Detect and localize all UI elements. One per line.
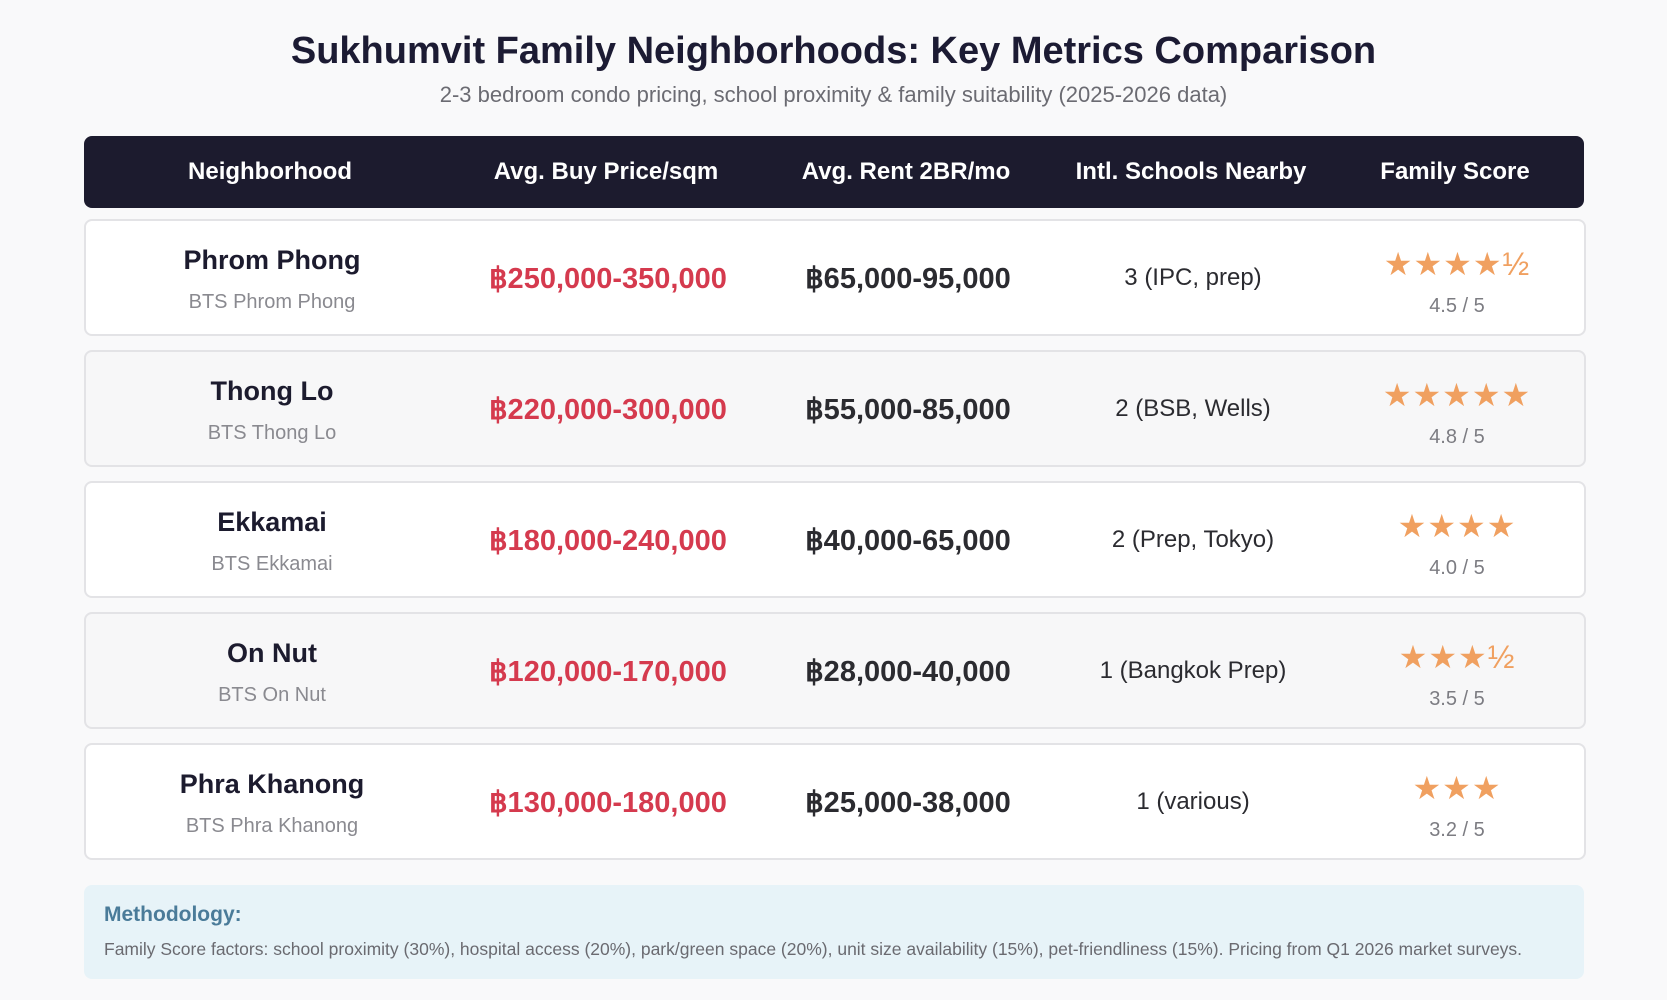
family-score: 4.0 / 5	[1429, 557, 1485, 579]
buy-price: ฿250,000-350,000	[489, 263, 727, 295]
buy-price: ฿220,000-300,000	[489, 394, 727, 426]
neighborhood-station: BTS Phra Khanong	[185, 815, 359, 837]
table-row: Phrom Phong BTS Phrom Phong ฿250,000-350,0…	[84, 219, 1586, 336]
rent-price: ฿40,000-65,000	[805, 525, 1011, 557]
star-rating-icon: ★★★★	[1397, 508, 1517, 544]
star-rating-icon: ★★★½	[1398, 639, 1516, 675]
table-row: Ekkamai BTS Ekkamai ฿180,000-240,000 ฿40,00…	[84, 481, 1586, 598]
neighborhood-station: BTS Thong Lo	[207, 422, 337, 444]
schools-nearby: 3 (IPC, prep)	[1124, 264, 1262, 291]
neighborhood-station: BTS Ekkamai	[211, 553, 333, 575]
page-title: Sukhumvit Family Neighborhoods: Key Metr…	[290, 30, 1377, 72]
rent-price: ฿55,000-85,000	[805, 394, 1011, 426]
table-row: Thong Lo BTS Thong Lo ฿220,000-300,000 ฿55,…	[84, 350, 1586, 467]
table-header: Neighborhood Avg. Buy Price/sqm Avg. Ren…	[84, 136, 1584, 208]
header-buy-price: Avg. Buy Price/sqm	[493, 158, 719, 185]
header-schools: Intl. Schools Nearby	[1075, 158, 1307, 185]
rent-price: ฿25,000-38,000	[805, 787, 1011, 819]
schools-nearby: 2 (BSB, Wells)	[1115, 395, 1271, 422]
page-subtitle: 2-3 bedroom condo pricing, school proxim…	[439, 82, 1228, 107]
star-rating-icon: ★★★★½	[1383, 246, 1531, 282]
header-rent: Avg. Rent 2BR/mo	[801, 158, 1011, 185]
family-score: 3.5 / 5	[1429, 688, 1485, 710]
neighborhood-name: Ekkamai	[217, 507, 327, 537]
neighborhood-name: On Nut	[227, 638, 317, 668]
neighborhood-name: Phra Khanong	[179, 769, 365, 799]
schools-nearby: 2 (Prep, Tokyo)	[1111, 526, 1275, 553]
neighborhood-station: BTS Phrom Phong	[188, 291, 356, 313]
family-score: 4.8 / 5	[1429, 426, 1485, 448]
table-row: Phra Khanong BTS Phra Khanong ฿130,000-180…	[84, 743, 1586, 860]
neighborhood-station: BTS On Nut	[218, 684, 326, 706]
header-family-score: Family Score	[1380, 158, 1530, 185]
buy-price: ฿180,000-240,000	[489, 525, 727, 557]
star-rating-icon: ★★★★★	[1382, 377, 1532, 413]
table-row: On Nut BTS On Nut ฿120,000-170,000 ฿28,000-…	[84, 612, 1586, 729]
family-score: 4.5 / 5	[1429, 295, 1485, 317]
neighborhood-name: Phrom Phong	[183, 245, 361, 275]
buy-price: ฿120,000-170,000	[489, 656, 727, 688]
family-score: 3.2 / 5	[1429, 819, 1485, 841]
methodology-box: Methodology: Family Score factors: schoo…	[84, 885, 1584, 979]
rent-price: ฿28,000-40,000	[805, 656, 1011, 688]
methodology-title: Methodology:	[104, 903, 242, 926]
rent-price: ฿65,000-95,000	[805, 263, 1011, 295]
star-rating-icon: ★★★	[1412, 770, 1502, 806]
buy-price: ฿130,000-180,000	[489, 787, 727, 819]
schools-nearby: 1 (various)	[1136, 788, 1250, 815]
header-neighborhood: Neighborhood	[188, 158, 352, 185]
neighborhood-name: Thong Lo	[210, 376, 334, 406]
schools-nearby: 1 (Bangkok Prep)	[1099, 657, 1287, 684]
methodology-text: Family Score factors: school proximity (…	[104, 939, 1523, 959]
